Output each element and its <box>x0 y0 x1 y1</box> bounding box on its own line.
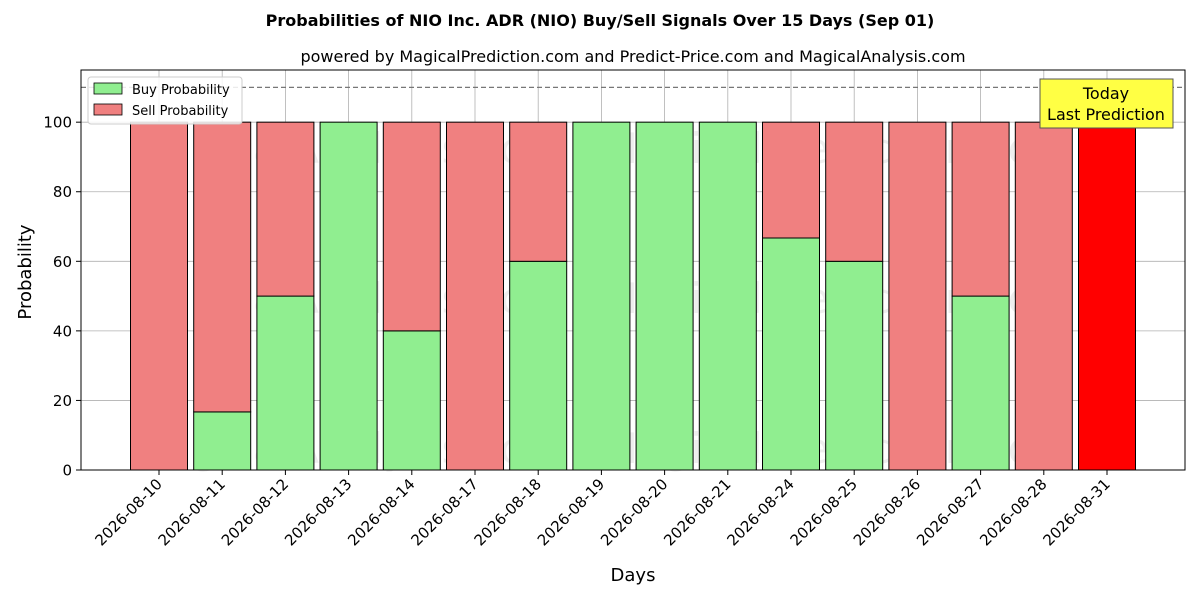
bar-layer <box>130 121 1136 471</box>
x-tick-label: 2026-08-20 <box>597 475 671 549</box>
x-tick-label: 2026-08-26 <box>850 475 924 549</box>
legend-label-sell: Sell Probability <box>132 104 229 119</box>
y-tick-label: 100 <box>43 114 72 132</box>
x-tick-label: 2026-08-27 <box>913 475 987 549</box>
x-tick-label: 2026-08-11 <box>155 475 229 549</box>
buy-bar <box>572 121 631 471</box>
legend-swatch-buy <box>93 82 123 95</box>
sell-bar <box>1014 121 1073 471</box>
chart-subtitle: powered by MagicalPrediction.com and Pre… <box>300 47 965 66</box>
sell-bar <box>888 121 947 471</box>
sell-bar <box>951 121 1010 297</box>
x-tick-label: 2026-08-18 <box>471 475 545 549</box>
y-axis-label: Probability <box>15 224 36 319</box>
x-tick-label: 2026-08-28 <box>976 475 1050 549</box>
legend-label-buy: Buy Probability <box>132 83 230 98</box>
buy-bar <box>825 260 884 471</box>
x-tick-label: 2026-08-17 <box>407 475 481 549</box>
buy-bar <box>382 330 441 471</box>
sell-bar <box>446 121 504 471</box>
y-tick-label: 20 <box>53 392 72 410</box>
today-annotation-box <box>1039 78 1174 129</box>
y-tick-label: 0 <box>62 462 72 480</box>
x-tick-label: 2026-08-12 <box>218 475 292 549</box>
x-tick-label: 2026-08-19 <box>534 475 608 549</box>
buy-bar <box>951 295 1010 471</box>
y-axis: 0 20 40 60 80 100 <box>43 114 81 480</box>
x-axis: 2026-08-102026-08-112026-08-122026-08-13… <box>91 470 1114 549</box>
legend: Buy Probability Sell Probability <box>87 76 243 125</box>
x-tick-label: 2026-08-10 <box>91 475 165 549</box>
today-annotation-line1: Today <box>1082 84 1129 103</box>
buy-bar <box>635 121 694 471</box>
x-tick-label: 2026-08-21 <box>660 475 734 549</box>
sell-bar <box>509 121 568 262</box>
sell-bar <box>130 121 188 471</box>
x-tick-label: 2026-08-31 <box>1039 475 1113 549</box>
x-tick-label: 2026-08-25 <box>787 475 861 549</box>
buy-bar <box>193 411 252 471</box>
legend-swatch-sell <box>93 103 123 116</box>
plot-frame <box>80 69 1186 471</box>
sell-bar <box>762 121 820 239</box>
y-tick-label: 80 <box>53 183 72 201</box>
y-tick-label: 60 <box>53 253 72 271</box>
buy-bar <box>256 295 315 471</box>
sell-bar-today <box>1078 121 1136 471</box>
buy-bar <box>762 237 820 471</box>
sell-bar <box>382 121 441 332</box>
x-tick-label: 2026-08-13 <box>281 475 355 549</box>
buy-bar <box>319 121 378 471</box>
today-annotation: Today Last Prediction <box>1039 78 1174 129</box>
chart-title: Probabilities of NIO Inc. ADR (NIO) Buy/… <box>266 11 935 30</box>
buy-bar <box>509 260 568 471</box>
x-axis-label: Days <box>611 565 656 586</box>
today-annotation-line2: Last Prediction <box>1047 105 1165 124</box>
sell-bar <box>825 121 884 262</box>
sell-bar <box>193 121 252 413</box>
x-tick-label: 2026-08-24 <box>723 475 797 549</box>
legend-box <box>87 76 243 125</box>
sell-bar <box>256 121 315 297</box>
y-tick-label: 40 <box>53 322 72 340</box>
buy-bar <box>698 121 757 471</box>
x-tick-label: 2026-08-14 <box>344 475 418 549</box>
